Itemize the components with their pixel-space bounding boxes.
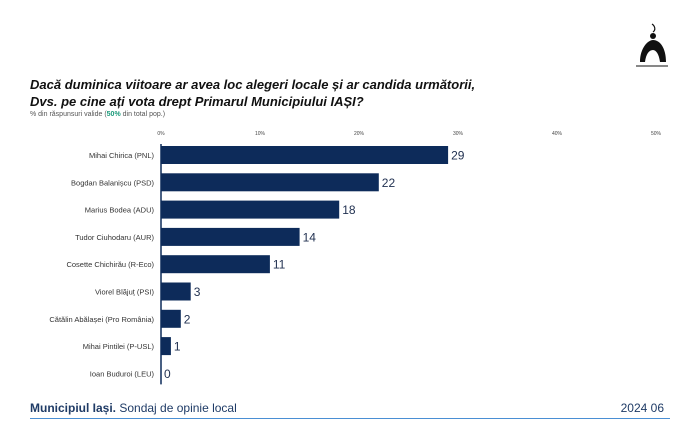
chart-subtitle: % din răspunsuri valide (50% din total p… [30, 111, 165, 118]
chart-title: Dacă duminica viitoare ar avea loc alege… [30, 76, 550, 110]
subtitle-accent: 50% [106, 111, 121, 118]
category-label: Cosette Chichirău (R-Eco) [66, 260, 154, 269]
category-label: Cătălin Abălașei (Pro România) [49, 315, 154, 324]
institute-logo-icon [636, 23, 668, 67]
bar [161, 146, 449, 164]
data-label: 11 [273, 258, 286, 272]
data-label: 18 [342, 203, 356, 217]
chart-title-line-2: Dvs. pe cine ați vota drept Primarul Mun… [30, 94, 364, 109]
bar [161, 337, 171, 356]
bar [161, 200, 340, 219]
category-label: Mihai Pintilei (P-USL) [83, 342, 155, 351]
x-tick-label: 40% [552, 131, 563, 137]
subtitle-prefix: % din răspunsuri valide ( [30, 111, 107, 118]
x-tick-label: 0% [157, 131, 165, 137]
footer-divider [30, 418, 670, 419]
bar [161, 309, 181, 328]
footer-survey-label: Municipiul Iași. Sondaj de opinie local [30, 401, 237, 415]
category-label: Marius Bodea (ADU) [85, 206, 155, 215]
data-label: 0 [164, 367, 171, 381]
data-label: 14 [303, 230, 317, 244]
bar [161, 227, 300, 246]
footer-date: 2024 06 [620, 401, 664, 415]
chart-title-line-1: Dacă duminica viitoare ar avea loc alege… [30, 77, 476, 92]
subtitle-suffix: din total pop.) [120, 111, 166, 118]
footer-survey-type: Sondaj de opinie local [116, 401, 237, 415]
data-label: 29 [451, 149, 465, 163]
x-tick-label: 20% [354, 131, 365, 137]
x-tick-label: 10% [255, 131, 266, 137]
bar [161, 173, 379, 192]
bar [161, 255, 270, 274]
footer-municipality: Municipiul Iași. [30, 401, 117, 415]
data-label: 1 [174, 340, 181, 354]
category-label: Tudor Ciuhodaru (AUR) [75, 233, 154, 242]
category-label: Viorel Blăjuț (PSI) [95, 288, 155, 297]
data-label: 2 [184, 312, 191, 326]
category-label: Ioan Buduroi (LEU) [90, 369, 155, 378]
bar [161, 282, 191, 301]
data-label: 22 [382, 176, 396, 190]
data-label: 3 [194, 285, 201, 299]
category-label: Bogdan Balanișcu (PSD) [71, 178, 154, 187]
x-tick-label: 30% [453, 131, 464, 137]
category-label: Mihai Chirica (PNL) [89, 151, 155, 160]
x-tick-label: 50% [651, 131, 662, 137]
